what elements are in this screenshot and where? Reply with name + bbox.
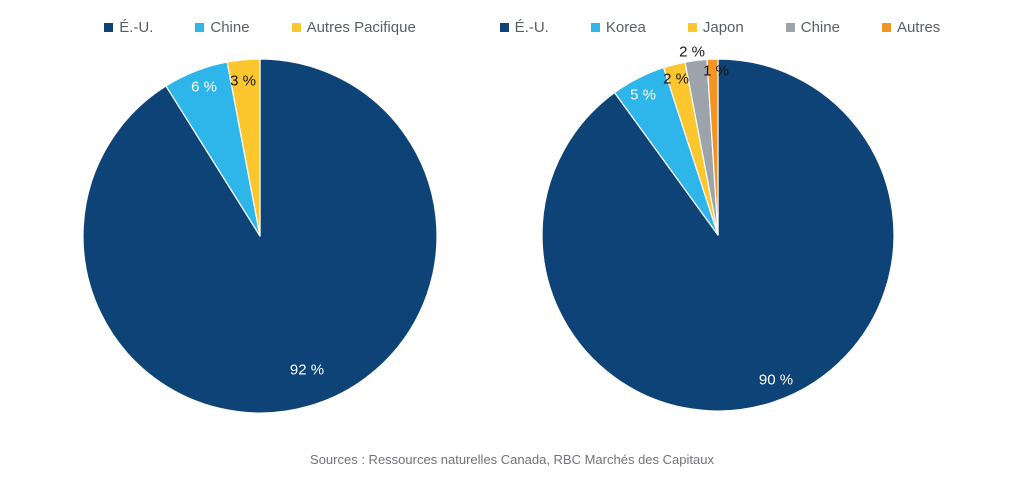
pie-1-value-label-japon: 2 % <box>663 71 689 88</box>
legend-item-label: Japon <box>702 18 744 36</box>
legend-item-e-u[interactable]: É.-U. <box>499 18 549 36</box>
legend-item-label: Chine <box>210 18 250 36</box>
legend-item-label: É.-U. <box>119 18 154 36</box>
legend-marker-icon-autres <box>881 22 891 32</box>
legend-item-chine[interactable]: Chine <box>195 18 250 36</box>
pie-0-value-label-autres-pacifique: 3 % <box>230 73 256 90</box>
pie-1-value-label-chine: 2 % <box>679 44 705 61</box>
legend-marker-icon-e-u <box>104 22 114 32</box>
legend-item-label: Autres Pacifique <box>306 18 416 36</box>
legend-item-label: É.-U. <box>514 18 549 36</box>
pie-0-slice-autres-pacifique[interactable] <box>226 58 261 237</box>
left-pie-group: 92 % 6 % 3 % <box>82 58 438 414</box>
legend-item-e-u[interactable]: É.-U. <box>104 20 153 35</box>
source-note: Sources : Ressources naturelles Canada, … <box>310 452 714 467</box>
legend-marker-icon-korea <box>590 22 600 32</box>
legend-item-label: Chine <box>800 18 840 36</box>
legend-item-autres-pacifique[interactable]: Autres Pacifique <box>291 18 416 36</box>
legend-item-chine[interactable]: Chine <box>785 18 840 36</box>
legend-marker-icon-chine <box>195 22 205 32</box>
pie-0-value-label-chine: 6 % <box>191 79 217 96</box>
legend-item-autres[interactable]: Autres <box>881 18 941 36</box>
legend-right-pie: É.-U. Korea Japon Chine Autres <box>498 17 942 37</box>
legend-left-pie: É.-U. Chine Autres Pacifique <box>0 17 520 37</box>
legend-marker-icon-autres-pacifique <box>291 22 301 32</box>
legend-marker-icon-chine <box>785 22 795 32</box>
legend-marker-icon-e-u <box>499 22 509 32</box>
pie-0-value-label-e-u: 92 % <box>290 362 324 379</box>
legend-item-japon[interactable]: Japon <box>687 18 744 36</box>
pie-1-value-label-korea: 5 % <box>630 87 656 104</box>
right-pie-group: 90 % 5 % 2 % 2 % 1 % <box>541 44 895 412</box>
pie-1-slice-autres[interactable] <box>706 58 719 236</box>
pie-1-slice-e-u[interactable] <box>541 58 895 412</box>
legend-item-label: Korea <box>605 18 646 36</box>
legend-item-korea[interactable]: Korea <box>590 18 646 36</box>
legend-marker-icon-japon <box>687 22 697 32</box>
pie-1-value-label-autres: 1 % <box>703 63 729 80</box>
legend-item-label: Autres <box>896 18 941 36</box>
pie-1-value-label-e-u: 90 % <box>759 372 793 389</box>
